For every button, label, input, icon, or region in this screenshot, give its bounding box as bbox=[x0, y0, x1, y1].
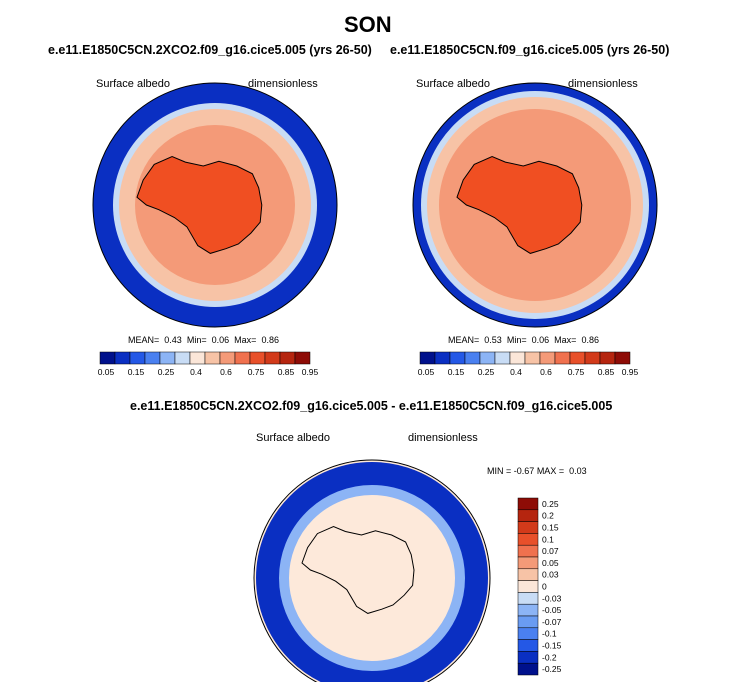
panel2-colorbar-tick: 0.6 bbox=[540, 367, 552, 377]
panel1-colorbar-box bbox=[114, 351, 131, 365]
panel2-colorbar-tick: 0.15 bbox=[448, 367, 465, 377]
panel3-colorbar-tick: 0 bbox=[542, 582, 547, 592]
panel3-colorbar-box bbox=[517, 615, 539, 629]
panel3-colorbar-box bbox=[517, 627, 539, 640]
panel3-colorbar-box bbox=[517, 509, 539, 522]
panel1-colorbar-box bbox=[279, 351, 296, 365]
panel3-colorbar-tick: -0.07 bbox=[542, 617, 562, 627]
panel3-colorbar-tick: 0.2 bbox=[542, 511, 554, 521]
panel1-colorbar-tick: 0.4 bbox=[190, 367, 202, 377]
panel3-colorbar-box bbox=[517, 592, 539, 605]
panel1-colorbar-tick: 0.25 bbox=[158, 367, 175, 377]
panel3-map bbox=[254, 460, 490, 682]
panel3-ice-loss-band bbox=[256, 462, 488, 682]
panel2-colorbar-box bbox=[434, 351, 451, 365]
panel1-title: e.e11.E1850C5CN.2XCO2.f09_g16.cice5.005 … bbox=[48, 43, 372, 57]
panel2-title: e.e11.E1850C5CN.f09_g16.cice5.005 (yrs 2… bbox=[390, 43, 670, 57]
panel2-variable-label: Surface albedo bbox=[416, 78, 490, 90]
panel1-antarctica bbox=[136, 156, 263, 254]
panel2-colorbar-tick: 0.85 bbox=[598, 367, 615, 377]
panel3-variable-label: Surface albedo bbox=[256, 432, 330, 444]
panel3-colorbar-box bbox=[517, 580, 539, 593]
panel1-colorbar-box bbox=[174, 351, 191, 365]
panel3-colorbar-tick: -0.03 bbox=[542, 593, 562, 603]
panel1-colorbar-tick: 0.15 bbox=[128, 367, 145, 377]
panel2-antarctica bbox=[456, 156, 583, 254]
panel3-colorbar-tick: 0.07 bbox=[542, 546, 559, 556]
panel3-colorbar-box bbox=[517, 521, 539, 534]
panel2-colorbar-tick: 0.4 bbox=[510, 367, 522, 377]
panel3-colorbar-tick: -0.15 bbox=[542, 641, 562, 651]
panel3-units-label: dimensionless bbox=[408, 432, 478, 444]
panel1-stats: MEAN= 0.43 Min= 0.06 Max= 0.86 bbox=[128, 335, 279, 345]
panel1-colorbar-box bbox=[159, 351, 176, 365]
panel3-colorbar-tick: 0.03 bbox=[542, 570, 559, 580]
panel1-colorbar-box bbox=[144, 351, 161, 365]
panel3-colorbar-box bbox=[517, 603, 539, 617]
panel1-colorbar-tick: 0.85 bbox=[278, 367, 295, 377]
panel1-map-border bbox=[92, 82, 338, 328]
panel3-colorbar-tick: 0.25 bbox=[542, 499, 559, 509]
panel1-variable-label: Surface albedo bbox=[96, 78, 170, 90]
panel2-colorbar-box bbox=[449, 351, 466, 365]
panel2-colorbar-box bbox=[494, 351, 511, 365]
page-title: SON bbox=[344, 12, 392, 37]
panel3-colorbar-box bbox=[517, 651, 539, 664]
panel1-colorbar-box bbox=[219, 351, 236, 365]
panel3-colorbar-tick: -0.25 bbox=[542, 664, 562, 674]
panel2-map bbox=[413, 83, 657, 327]
panel3-colorbar-box bbox=[517, 544, 539, 558]
panel3-colorbar-tick: -0.2 bbox=[542, 652, 557, 662]
panel1-colorbar-box bbox=[99, 351, 116, 365]
panel1-colorbar-box bbox=[264, 351, 281, 365]
panel3-title: e.e11.E1850C5CN.2XCO2.f09_g16.cice5.005 … bbox=[130, 399, 613, 413]
panel2-colorbar-box bbox=[479, 351, 496, 365]
panel3-colorbar-box bbox=[517, 533, 539, 546]
panel2-colorbar-box bbox=[524, 351, 541, 365]
panel1-colorbar-tick: 0.95 bbox=[302, 367, 319, 377]
panel2-colorbar-box bbox=[614, 351, 631, 365]
panel2-colorbar-tick: 0.75 bbox=[568, 367, 585, 377]
panel3-colorbar-tick: -0.05 bbox=[542, 605, 562, 615]
panel3-colorbar-box bbox=[517, 556, 539, 570]
panel2-stats: MEAN= 0.53 Min= 0.06 Max= 0.86 bbox=[448, 335, 599, 345]
panel1-colorbar-tick: 0.6 bbox=[220, 367, 232, 377]
panel1-colorbar-box bbox=[234, 351, 251, 365]
panel3-stats: MIN = -0.67 MAX = 0.03 bbox=[487, 466, 587, 476]
panel2-map-border bbox=[412, 82, 658, 328]
panel3-colorbar-tick: 0.05 bbox=[542, 558, 559, 568]
panel1-colorbar-box bbox=[204, 351, 221, 365]
panel3-colorbar-box bbox=[517, 497, 539, 511]
panel2-colorbar-box bbox=[554, 351, 571, 365]
panel1-map bbox=[93, 83, 337, 327]
panel3-colorbar-tick: 0.1 bbox=[542, 534, 554, 544]
panel1-units-label: dimensionless bbox=[248, 78, 318, 90]
panel2-colorbar-box bbox=[539, 351, 556, 365]
panel3-colorbar-box bbox=[517, 639, 539, 652]
panel2-colorbar-box bbox=[509, 351, 526, 365]
panel3-colorbar-box bbox=[517, 662, 539, 676]
panel1-colorbar-tick: 0.05 bbox=[98, 367, 115, 377]
panel2-colorbar-tick: 0.95 bbox=[622, 367, 639, 377]
panel2-colorbar-box bbox=[599, 351, 616, 365]
panel1-colorbar-box bbox=[129, 351, 146, 365]
panel1-colorbar-box bbox=[294, 351, 311, 365]
panel3-ice-loss-inner bbox=[279, 485, 465, 671]
panel3-antarctica bbox=[301, 526, 415, 614]
panel2-colorbar-box bbox=[419, 351, 436, 365]
panel2-colorbar-box bbox=[464, 351, 481, 365]
panel1-colorbar-tick: 0.75 bbox=[248, 367, 265, 377]
panel1-colorbar-box bbox=[249, 351, 266, 365]
panel3-colorbar-box bbox=[517, 568, 539, 581]
panel2-colorbar-tick: 0.25 bbox=[478, 367, 495, 377]
panel2-colorbar-box bbox=[584, 351, 601, 365]
panel3-colorbar-tick: 0.15 bbox=[542, 523, 559, 533]
panel2-colorbar-tick: 0.05 bbox=[418, 367, 435, 377]
panel3-map-border bbox=[253, 459, 491, 682]
panel3-colorbar-tick: -0.1 bbox=[542, 629, 557, 639]
panel2-colorbar-box bbox=[569, 351, 586, 365]
panel1-colorbar-box bbox=[189, 351, 206, 365]
panel2-units-label: dimensionless bbox=[568, 78, 638, 90]
